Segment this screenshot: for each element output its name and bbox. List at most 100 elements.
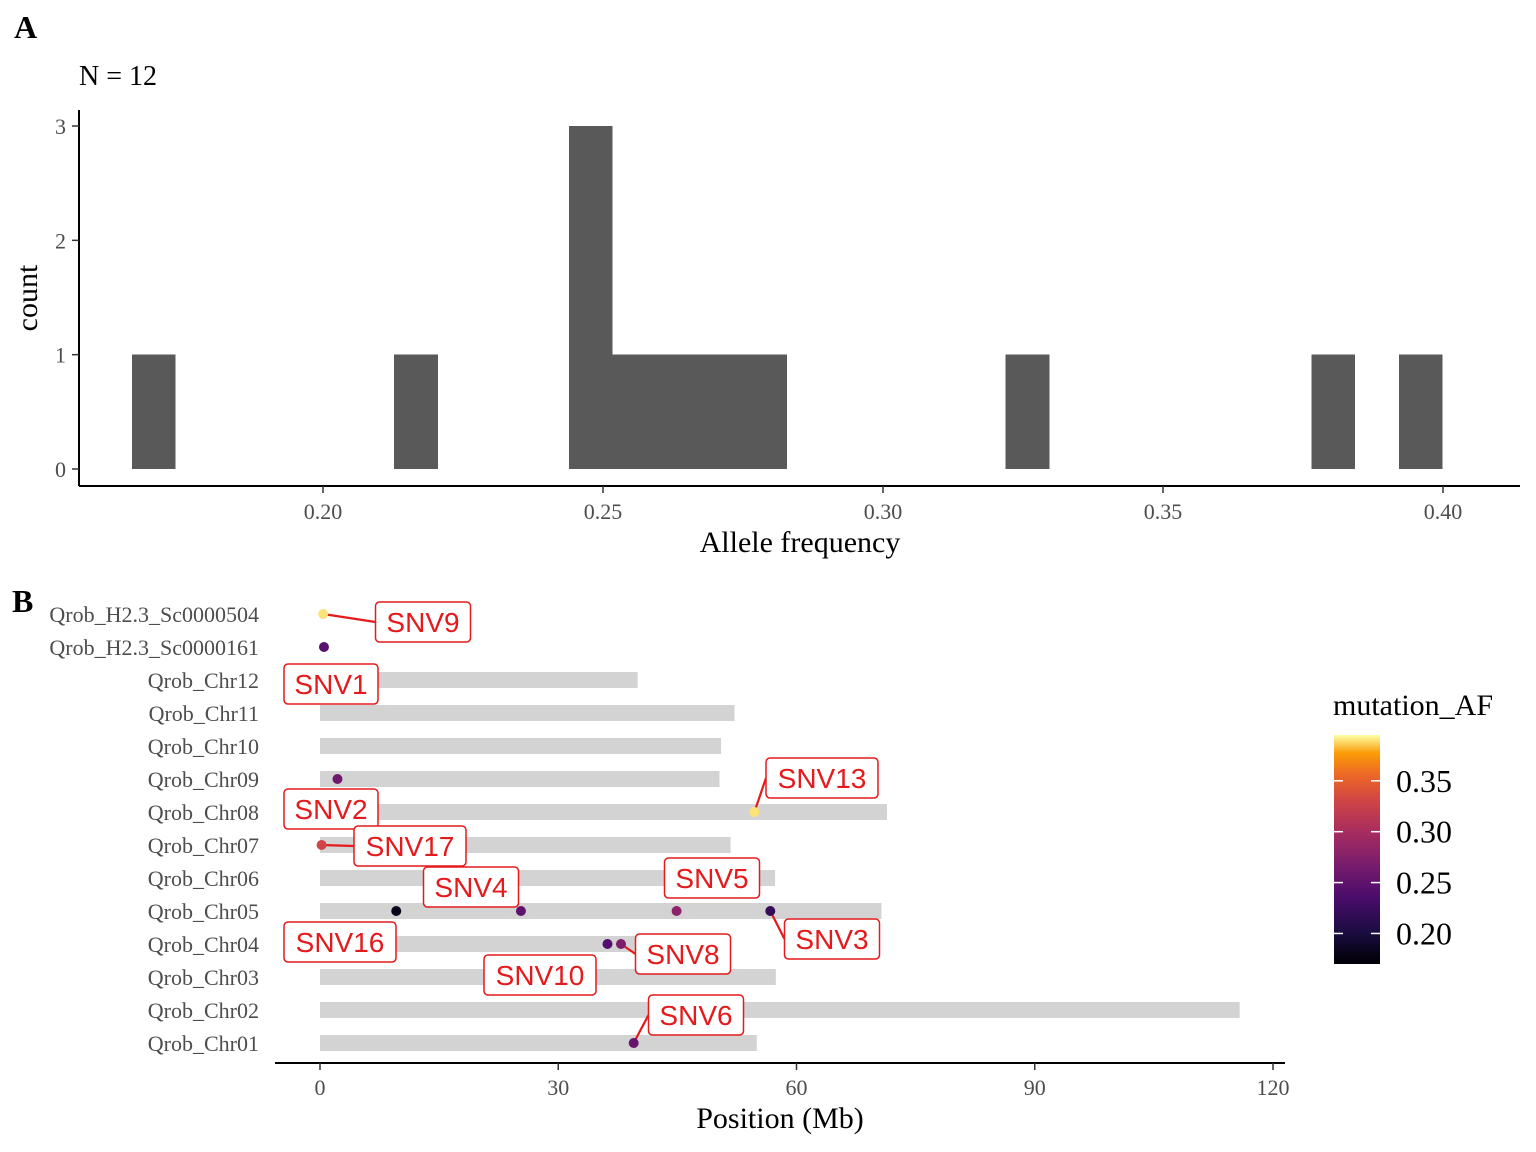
chromosome-label: Qrob_Chr12 — [148, 668, 259, 693]
legend-ticks: 0.20 0.25 0.30 0.35 — [1334, 763, 1452, 951]
chromosome-bar — [320, 936, 638, 952]
snv-label-text: SNV8 — [646, 939, 719, 970]
karyotype-x-tick-label: 60 — [786, 1075, 808, 1100]
histogram-bar-4 — [656, 354, 700, 469]
histogram-bar-3 — [612, 354, 657, 469]
histogram-y-tick-label: 1 — [55, 343, 66, 368]
chromosome-bar — [320, 738, 722, 754]
snv-label-box — [634, 933, 732, 975]
histogram-bar-9 — [1398, 354, 1443, 469]
snv-label-box — [374, 601, 472, 643]
histogram-bars — [132, 126, 1443, 469]
snv-label-text: SNV4 — [434, 872, 507, 903]
karyotype-x-tick-label: 30 — [547, 1075, 569, 1100]
panel-a-tag: A — [14, 9, 37, 45]
legend-tick-label: 0.20 — [1396, 915, 1452, 951]
histogram-x-tick-label: 0.25 — [584, 499, 623, 524]
snv-label-text: SNV16 — [296, 927, 385, 958]
snv-label-text: SNV9 — [386, 607, 459, 638]
snv-label-box — [283, 921, 397, 963]
snv-point — [615, 939, 626, 949]
chromosome-label: Qrob_Chr03 — [148, 965, 259, 990]
snv-label-text: SNV5 — [675, 863, 748, 894]
chromosome-label: Qrob_Chr06 — [148, 866, 259, 891]
chromosome-bar — [320, 672, 638, 688]
snv-point — [318, 642, 329, 652]
histogram-bar-0 — [132, 354, 176, 469]
histogram-x-tick-label: 0.35 — [1144, 499, 1183, 524]
chromosome-bar — [320, 771, 720, 787]
chromosome-label: Qrob_Chr08 — [148, 800, 259, 825]
snv-label-text: SNV3 — [795, 924, 868, 955]
snv-label-box — [765, 757, 879, 799]
snv-point — [602, 939, 613, 949]
chromosome-bar — [320, 1035, 757, 1051]
label-connector — [632, 1014, 650, 1044]
snv-point — [391, 906, 402, 916]
snv-point — [671, 906, 682, 916]
snv-point — [765, 906, 776, 916]
chromosome-labels: Qrob_Chr01 Qrob_Chr02 Qrob_Chr03 Qrob_Chr04… — [49, 602, 259, 1056]
snv-point — [749, 807, 760, 817]
histogram-bar-1 — [394, 354, 438, 469]
histogram-x-tick-label: 0.40 — [1424, 499, 1463, 524]
snv-point — [332, 774, 343, 784]
karyotype-panel: Qrob_Chr01 Qrob_Chr02 Qrob_Chr03 Qrob_Chr04… — [49, 601, 1493, 1135]
snv-label-text: SNV6 — [659, 1000, 732, 1031]
snv-point — [515, 906, 526, 916]
snv-label-box — [647, 994, 745, 1036]
snv-point — [628, 1038, 639, 1048]
snv-label-text: SNV17 — [366, 831, 455, 862]
histogram-bar-2 — [568, 126, 613, 469]
legend-tick-label: 0.25 — [1396, 865, 1452, 901]
legend-tick-label: 0.30 — [1396, 814, 1452, 850]
legend-tick-label: 0.35 — [1396, 763, 1452, 799]
karyotype-x-ticks: 0 30 60 90 120 — [315, 1063, 1290, 1100]
label-connector — [323, 612, 376, 624]
snv-label-box — [783, 918, 881, 960]
karyotype-x-tick-label: 90 — [1024, 1075, 1046, 1100]
chromosome-bar — [320, 903, 882, 919]
chromosome-bar — [320, 705, 735, 721]
histogram-y-tick-label: 2 — [55, 228, 66, 253]
chromosome-label: Qrob_Chr07 — [148, 833, 259, 858]
snv-label-box — [283, 788, 379, 830]
histogram-bar-7 — [1005, 354, 1050, 469]
chromosome-label: Qrob_Chr02 — [148, 998, 259, 1023]
label-connectors — [321, 612, 786, 1044]
karyotype-x-axis-title: Position (Mb) — [696, 1102, 864, 1135]
histogram-y-tick-label: 3 — [55, 114, 66, 139]
snv-label-text: SNV2 — [294, 794, 367, 825]
snv-label-box — [353, 825, 467, 867]
chromosome-label: Qrob_H2.3_Sc0000504 — [49, 602, 259, 627]
legend-colorbar — [1334, 735, 1380, 964]
snv-label-box — [483, 954, 597, 996]
histogram-panel: N = 12 0 1 2 3 0.20 0.25 0.30 0.35 0.40 Allele … — [11, 61, 1520, 559]
snv-point — [316, 840, 327, 850]
histogram-x-tick-label: 0.20 — [304, 499, 343, 524]
histogram-bar-6 — [743, 354, 788, 469]
chromosome-label: Qrob_Chr09 — [148, 767, 259, 792]
chromosome-bar — [320, 804, 888, 820]
histogram-bar-8 — [1311, 354, 1356, 469]
snv-label-text: SNV13 — [778, 763, 867, 794]
label-connector — [321, 843, 355, 848]
chromosome-label: Qrob_Chr01 — [148, 1031, 259, 1056]
histogram-x-tick-label: 0.30 — [864, 499, 903, 524]
karyotype-x-tick-label: 120 — [1257, 1075, 1290, 1100]
histogram-y-ticks: 0 1 2 3 — [55, 114, 79, 482]
snv-label-box — [663, 857, 761, 899]
chromosome-bar — [320, 1002, 1240, 1018]
histogram-x-ticks: 0.20 0.25 0.30 0.35 0.40 — [304, 486, 1463, 524]
histogram-bar-5 — [699, 354, 744, 469]
chromosome-label: Qrob_H2.3_Sc0000161 — [49, 635, 259, 660]
snv-labels: SNV9 SNV1 SNV13 SNV2 SNV17 SNV4 SNV5 SNV16 SNV3 S… — [283, 601, 881, 1036]
histogram-subtitle: N = 12 — [79, 61, 157, 92]
karyotype-x-tick-label: 0 — [315, 1075, 326, 1100]
chromosome-label: Qrob_Chr11 — [149, 701, 259, 726]
histogram-x-axis-title: Allele frequency — [700, 526, 901, 559]
snv-label-text: SNV1 — [294, 669, 367, 700]
chromosome-label: Qrob_Chr04 — [148, 932, 259, 957]
snv-label-box — [283, 663, 379, 705]
